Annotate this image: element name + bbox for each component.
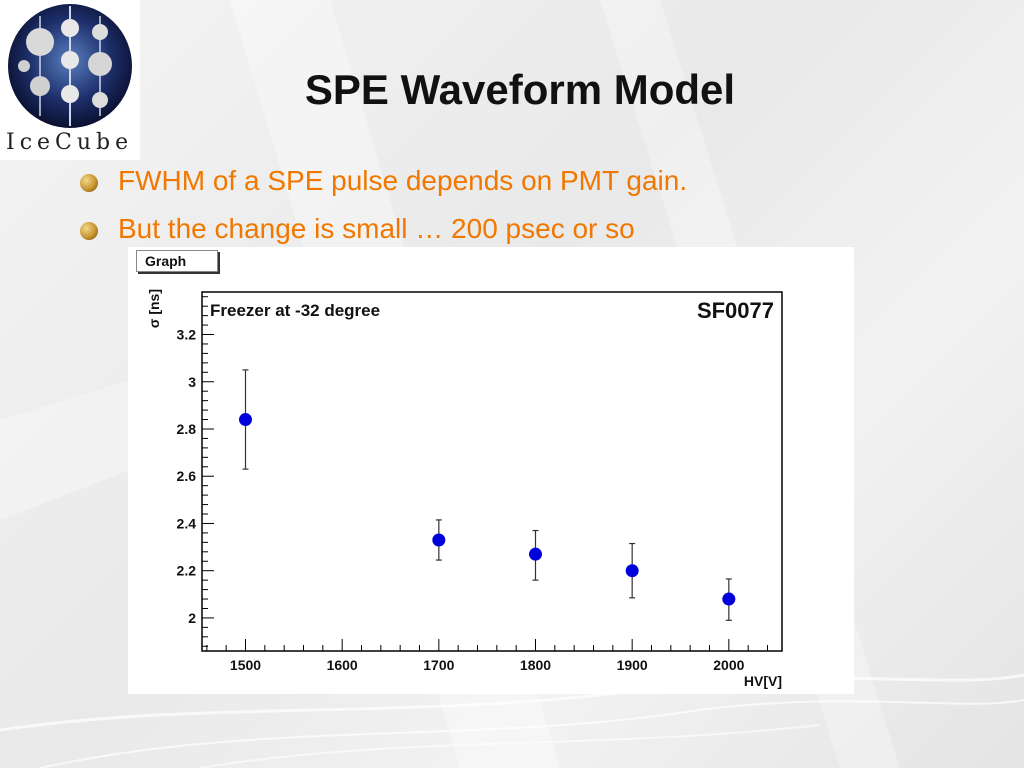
bullet-icon — [80, 174, 98, 192]
bullet-text: But the change is small … 200 psec or so — [118, 213, 635, 244]
y-tick-label: 3 — [188, 374, 196, 390]
bullet-text: FWHM of a SPE pulse depends on PMT gain. — [118, 165, 688, 196]
y-tick-label: 2.2 — [177, 563, 197, 579]
chart-panel: 2 2.2 2.4 2.6 2.8 3 3.2 1500 1600 1700 1800 1900 20… — [128, 247, 854, 694]
y-tick-label: 2 — [188, 610, 196, 626]
logo-emblem-icon — [8, 4, 132, 128]
x-tick-label: 1700 — [423, 657, 454, 673]
x-tick-label: 1500 — [230, 657, 261, 673]
y-axis-ticks: 2 2.2 2.4 2.6 2.8 3 3.2 — [177, 296, 214, 647]
x-tick-label: 1800 — [520, 657, 551, 673]
x-axis-label: HV[V] — [744, 673, 782, 689]
x-tick-label: 1900 — [617, 657, 648, 673]
data-point — [529, 547, 542, 561]
y-tick-label: 2.6 — [177, 468, 197, 484]
chart-svg: 2 2.2 2.4 2.6 2.8 3 3.2 1500 1600 1700 1800 1900 20… — [146, 289, 783, 689]
data-point — [239, 413, 252, 427]
x-tick-label: 1600 — [327, 657, 358, 673]
graph-button[interactable]: Graph — [136, 250, 218, 272]
x-tick-label: 2000 — [713, 657, 744, 673]
y-tick-label: 2.4 — [177, 515, 197, 531]
chart-title: Freezer at -32 degree — [210, 301, 380, 320]
x-axis-ticks: 1500 1600 1700 1800 1900 2000 — [206, 639, 768, 673]
chart-subtitle: SF0077 — [697, 298, 774, 323]
data-point — [625, 564, 639, 578]
y-tick-label: 2.8 — [177, 421, 197, 437]
y-axis-label: σ [ns] — [146, 289, 162, 328]
logo-text: IceCube — [6, 130, 134, 155]
data-points — [239, 369, 736, 621]
data-point — [432, 533, 446, 547]
data-point — [722, 592, 736, 606]
icecube-logo: IceCube — [0, 0, 140, 160]
slide-title: SPE Waveform Model — [304, 66, 736, 113]
plot-frame — [201, 291, 783, 652]
bullet-icon — [80, 222, 98, 240]
y-tick-label: 3.2 — [177, 327, 197, 343]
